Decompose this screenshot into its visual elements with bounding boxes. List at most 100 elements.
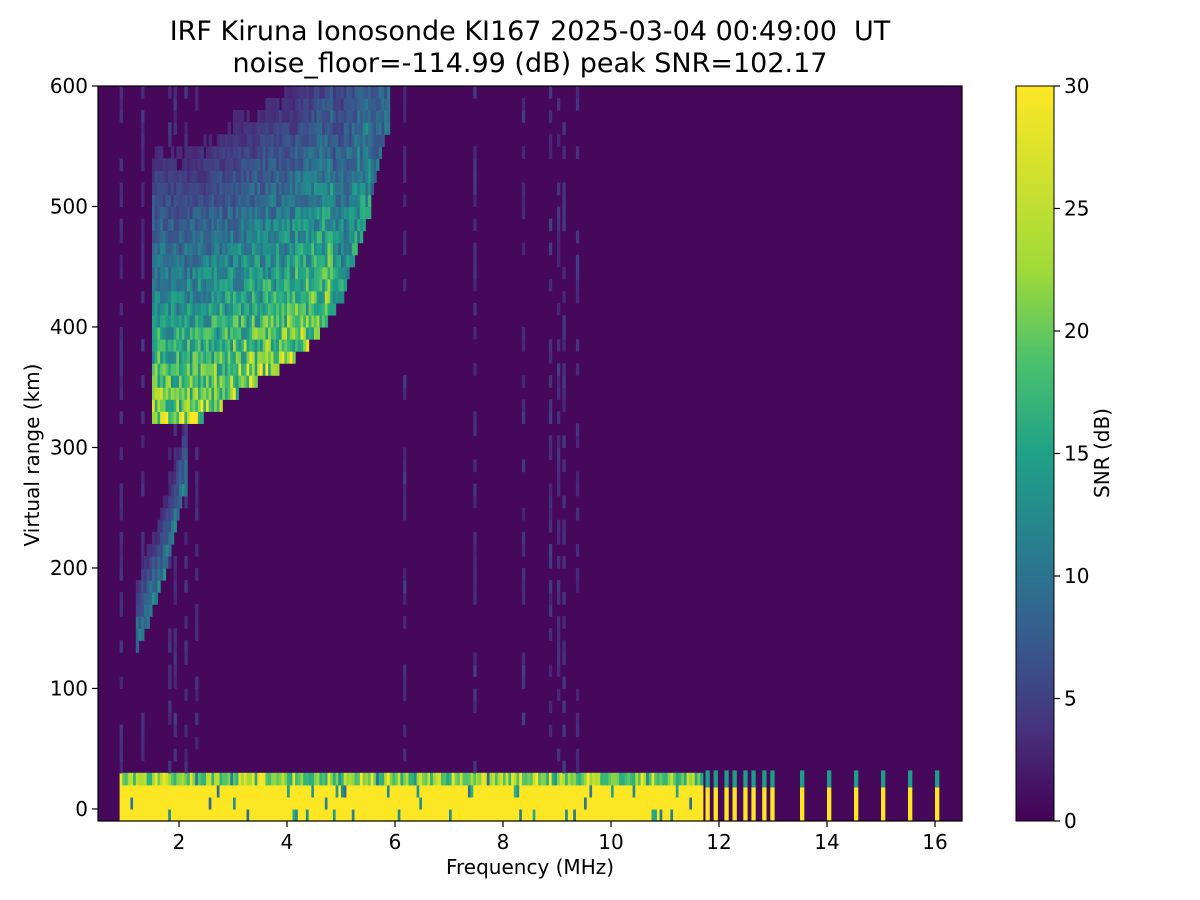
heatmap-cell — [521, 796, 526, 810]
heatmap-cell — [152, 302, 156, 316]
heatmap-cell — [211, 182, 215, 196]
heatmap-cell — [324, 796, 329, 810]
heatmap-cell — [173, 326, 177, 340]
heatmap-cell — [173, 459, 177, 473]
heatmap-cell — [152, 363, 156, 376]
heatmap-cell — [575, 423, 580, 437]
heatmap-cell — [119, 604, 123, 617]
heatmap-cell — [184, 182, 188, 196]
heatmap-cell — [257, 170, 261, 183]
heatmap-cell — [162, 351, 167, 364]
heatmap-cell — [354, 784, 358, 798]
heatmap-cell — [503, 784, 507, 798]
heatmap-cell — [435, 784, 439, 798]
heatmap-cell — [157, 567, 161, 581]
heatmap-cell — [289, 339, 293, 352]
heatmap-cell — [351, 146, 356, 159]
heatmap-cell — [173, 628, 177, 641]
heatmap-cell — [467, 784, 472, 798]
heatmap-cell — [208, 302, 212, 316]
heatmap-cell — [600, 808, 604, 821]
heatmap-cell — [146, 592, 150, 605]
heatmap-cell — [170, 531, 175, 545]
heatmap-cell — [195, 543, 199, 557]
heatmap-cell — [575, 748, 580, 762]
heatmap-cell — [278, 182, 283, 196]
heatmap-cell — [292, 302, 296, 316]
heatmap-cell — [521, 182, 526, 196]
heatmap-cell — [233, 784, 237, 798]
heatmap-cell — [473, 146, 477, 159]
heatmap-cell — [305, 302, 310, 316]
heatmap-cell — [575, 724, 580, 738]
heatmap-cell — [173, 218, 177, 232]
heatmap-cell — [157, 543, 161, 557]
heatmap-cell — [173, 363, 177, 376]
heatmap-cell — [538, 784, 542, 798]
heatmap-cell — [586, 784, 590, 798]
heatmap-cell — [181, 182, 185, 196]
heatmap-cell — [154, 218, 158, 232]
heatmap-cell — [311, 784, 315, 798]
heatmap-cell — [270, 796, 275, 810]
heatmap-cell — [314, 206, 318, 220]
heatmap-cell — [413, 784, 418, 798]
heatmap-cell — [338, 278, 342, 292]
heatmap-cell — [473, 796, 477, 810]
heatmap-cell — [500, 784, 504, 798]
heatmap-cell — [149, 580, 153, 593]
heatmap-cell — [284, 230, 288, 244]
heatmap-cell — [319, 302, 323, 316]
heatmap-cell — [322, 254, 326, 268]
heatmap-cell — [157, 302, 161, 316]
heatmap-cell — [589, 796, 593, 810]
heatmap-cell — [268, 290, 272, 304]
heatmap-cell — [511, 772, 515, 786]
heatmap-cell — [192, 351, 196, 364]
heatmap-cell — [341, 278, 345, 292]
heatmap-cell — [349, 134, 353, 147]
heatmap-cell — [165, 519, 169, 533]
heatmap-cell — [195, 170, 199, 183]
heatmap-cell — [168, 700, 172, 714]
heatmap-cell — [270, 266, 275, 280]
heatmap-cell — [381, 784, 385, 798]
x-tick-label: 6 — [389, 830, 402, 854]
heatmap-cell — [170, 326, 175, 340]
heatmap-cell — [189, 170, 194, 183]
heatmap-cell — [154, 543, 158, 557]
heatmap-cell — [575, 712, 580, 726]
heatmap-cell — [289, 772, 293, 786]
heatmap-cell — [349, 86, 353, 99]
heatmap-cell — [341, 290, 345, 304]
heatmap-cell — [314, 242, 318, 256]
heatmap-cell — [249, 230, 253, 244]
heatmap-cell — [273, 98, 277, 111]
heatmap-cell — [305, 134, 310, 147]
heatmap-cell — [189, 326, 194, 340]
heatmap-cell — [368, 86, 372, 99]
heatmap-cell — [386, 796, 391, 810]
heatmap-cell — [160, 194, 164, 208]
heatmap-cell — [473, 688, 477, 702]
heatmap-cell — [308, 230, 312, 244]
heatmap-cell — [368, 146, 372, 159]
heatmap-cell — [187, 399, 191, 412]
heatmap-cell — [181, 411, 185, 424]
heatmap-cell — [292, 351, 296, 364]
heatmap-cell — [176, 495, 180, 509]
heatmap-cell — [200, 194, 204, 208]
heatmap-cell — [700, 772, 704, 786]
heatmap-cell — [195, 628, 199, 641]
heatmap-cell — [324, 242, 329, 256]
heatmap-cell — [224, 134, 229, 147]
heatmap-cell — [457, 772, 461, 786]
heatmap-cell — [235, 784, 239, 798]
heatmap-cell — [268, 784, 272, 798]
heatmap-cell — [270, 351, 275, 364]
heatmap-cell — [287, 182, 291, 196]
heatmap-cell — [330, 122, 334, 135]
heatmap-cell — [681, 808, 685, 821]
heatmap-cell — [575, 688, 580, 702]
heatmap-cell — [278, 314, 283, 328]
